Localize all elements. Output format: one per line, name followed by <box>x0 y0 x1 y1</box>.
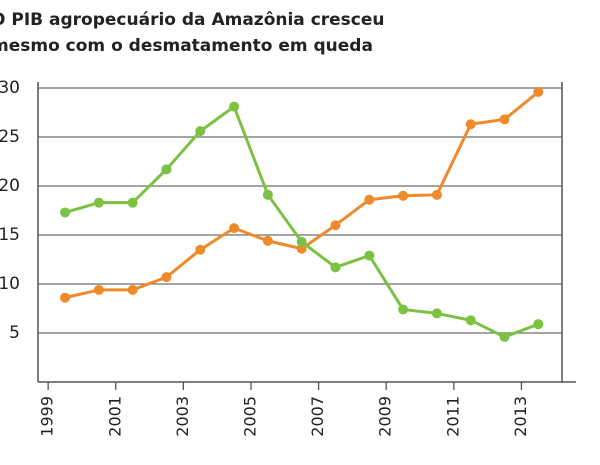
point <box>161 272 172 283</box>
point <box>229 101 240 112</box>
y-tick-label: 25 <box>0 127 20 147</box>
point <box>262 235 273 246</box>
point <box>127 197 138 208</box>
point <box>431 189 442 200</box>
point <box>330 262 341 273</box>
point <box>533 319 544 330</box>
point <box>431 308 442 319</box>
y-tick-label: 20 <box>0 176 20 196</box>
point <box>364 194 375 205</box>
point <box>60 207 71 218</box>
line <box>64 104 539 339</box>
y-tick-label: 5 <box>9 323 20 343</box>
point <box>195 126 206 137</box>
x-tick-label: 2005 <box>240 396 259 437</box>
y-tick-label: 30 <box>0 78 20 98</box>
point <box>127 284 138 295</box>
x-tick-label: 2007 <box>308 396 327 437</box>
point <box>296 243 307 254</box>
point <box>195 244 206 255</box>
point <box>60 292 71 303</box>
x-tick-label: 2013 <box>511 396 530 437</box>
y-tick-label: 10 <box>0 274 20 294</box>
point <box>499 331 510 342</box>
chart-subtitle: mesmo com o desmatamento em queda <box>0 36 373 56</box>
point <box>364 250 375 261</box>
point <box>161 164 172 175</box>
x-tick-label: 2009 <box>376 396 395 437</box>
point <box>93 197 104 208</box>
point <box>330 220 341 231</box>
point <box>465 315 476 326</box>
point <box>398 190 409 201</box>
point <box>229 223 240 234</box>
chart-title: O PIB agropecuário da Amazônia cresceu <box>0 10 385 30</box>
y-tick-label: 15 <box>0 225 20 245</box>
point <box>296 236 307 247</box>
point <box>398 304 409 315</box>
point <box>93 284 104 295</box>
point <box>533 86 544 97</box>
x-tick-label: 2001 <box>105 396 124 437</box>
x-tick-label: 2011 <box>443 396 462 437</box>
point <box>262 189 273 200</box>
point <box>465 119 476 130</box>
x-tick-label: 1999 <box>38 396 57 437</box>
point <box>499 114 510 125</box>
x-tick-label: 2003 <box>173 396 192 437</box>
